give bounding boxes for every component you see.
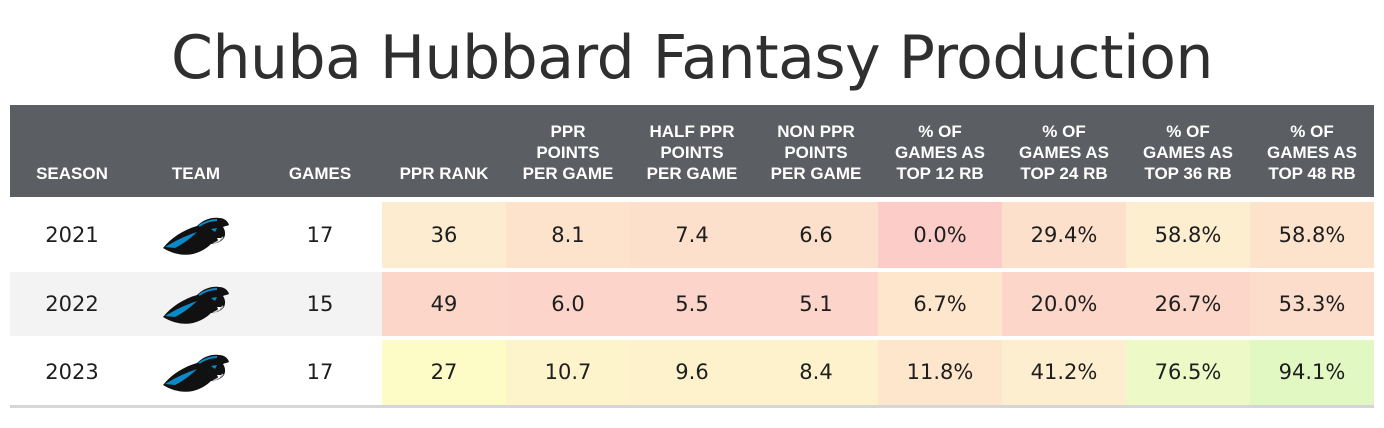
panthers-logo-icon	[162, 354, 230, 393]
panthers-logo-icon	[162, 216, 230, 256]
season-cell: 2023	[10, 336, 134, 408]
column-header-top48-pct: % OF GAMES AS TOP 48 RB	[1250, 105, 1374, 197]
top36-pct-cell: 58.8%	[1126, 202, 1250, 270]
top12-pct-cell: 0.0%	[878, 202, 1002, 270]
team-cell	[134, 336, 258, 408]
column-header-non-ppr-ppg: NON PPR POINTS PER GAME	[754, 105, 878, 197]
season-cell: 2022	[10, 268, 134, 338]
top48-pct-cell: 58.8%	[1250, 202, 1374, 270]
top48-pct-cell: 94.1%	[1250, 336, 1374, 408]
season-cell: 2021	[10, 202, 134, 270]
games-cell: 15	[258, 268, 382, 338]
top36-pct-cell: 76.5%	[1126, 336, 1250, 408]
top12-pct-cell: 11.8%	[878, 336, 1002, 408]
half-ppr-ppg-cell: 7.4	[630, 202, 754, 270]
top24-pct-cell: 29.4%	[1002, 202, 1126, 270]
column-header-season: SEASON	[10, 105, 134, 197]
half-ppr-ppg-cell: 9.6	[630, 336, 754, 408]
non-ppr-ppg-cell: 6.6	[754, 202, 878, 270]
top12-pct-cell: 6.7%	[878, 268, 1002, 338]
half-ppr-ppg-cell: 5.5	[630, 268, 754, 338]
column-header-ppr-rank: PPR RANK	[382, 105, 506, 197]
column-header-half-ppr-ppg: HALF PPR POINTS PER GAME	[630, 105, 754, 197]
panthers-logo-icon	[162, 285, 230, 325]
fantasy-stats-table: SEASON TEAM GAMES PPR RANK PPR POINTS PE…	[10, 105, 1374, 408]
ppr-ppg-cell: 6.0	[506, 268, 630, 338]
column-header-top12-pct: % OF GAMES AS TOP 12 RB	[878, 105, 1002, 197]
table-row: 2022 15 49 6.0 5.5 5.1 6.7% 20.0% 26.7% …	[10, 268, 1374, 338]
column-header-top24-pct: % OF GAMES AS TOP 24 RB	[1002, 105, 1126, 197]
table-row: 2023 17 27 10.7 9.6 8.4 11.8% 41.2% 76.5…	[10, 336, 1374, 408]
non-ppr-ppg-cell: 8.4	[754, 336, 878, 408]
header-row: SEASON TEAM GAMES PPR RANK PPR POINTS PE…	[10, 105, 1374, 197]
column-header-ppr-ppg: PPR POINTS PER GAME	[506, 105, 630, 197]
games-cell: 17	[258, 202, 382, 270]
table-row: 2021 17 36 8.1 7.4 6.6 0.0% 29.4% 58.8% …	[10, 202, 1374, 270]
top24-pct-cell: 20.0%	[1002, 268, 1126, 338]
top24-pct-cell: 41.2%	[1002, 336, 1126, 408]
top36-pct-cell: 26.7%	[1126, 268, 1250, 338]
ppr-rank-cell: 49	[382, 268, 506, 338]
team-cell	[134, 268, 258, 338]
non-ppr-ppg-cell: 5.1	[754, 268, 878, 338]
ppr-rank-cell: 36	[382, 202, 506, 270]
team-cell	[134, 202, 258, 270]
ppr-ppg-cell: 10.7	[506, 336, 630, 408]
column-header-team: TEAM	[134, 105, 258, 197]
column-header-games: GAMES	[258, 105, 382, 197]
column-header-top36-pct: % OF GAMES AS TOP 36 RB	[1126, 105, 1250, 197]
games-cell: 17	[258, 336, 382, 408]
page-title: Chuba Hubbard Fantasy Production	[171, 23, 1213, 93]
top48-pct-cell: 53.3%	[1250, 268, 1374, 338]
ppr-rank-cell: 27	[382, 336, 506, 408]
ppr-ppg-cell: 8.1	[506, 202, 630, 270]
